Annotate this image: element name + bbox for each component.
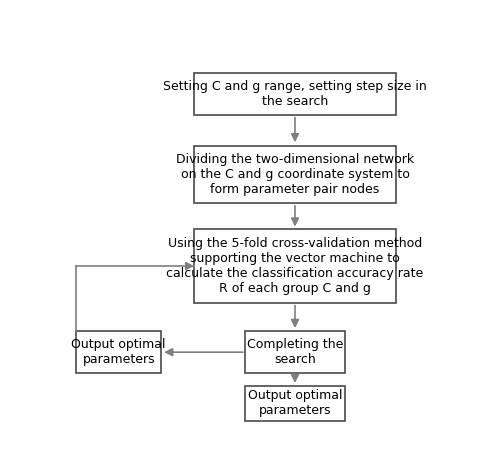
Text: Output optimal
parameters: Output optimal parameters [72, 338, 166, 366]
Text: Setting C and g range, setting step size in
the search: Setting C and g range, setting step size… [163, 80, 427, 108]
FancyBboxPatch shape [194, 73, 396, 115]
FancyBboxPatch shape [244, 386, 346, 421]
Text: Dividing the two-dimensional network
on the C and g coordinate system to
form pa: Dividing the two-dimensional network on … [176, 153, 414, 196]
FancyBboxPatch shape [194, 229, 396, 303]
FancyBboxPatch shape [194, 146, 396, 203]
Text: Completing the
search: Completing the search [247, 338, 343, 366]
Text: Output optimal
parameters: Output optimal parameters [248, 389, 342, 417]
FancyBboxPatch shape [244, 331, 346, 373]
Text: Using the 5-fold cross-validation method
supporting the vector machine to
calcul: Using the 5-fold cross-validation method… [166, 237, 424, 295]
FancyBboxPatch shape [76, 331, 162, 373]
